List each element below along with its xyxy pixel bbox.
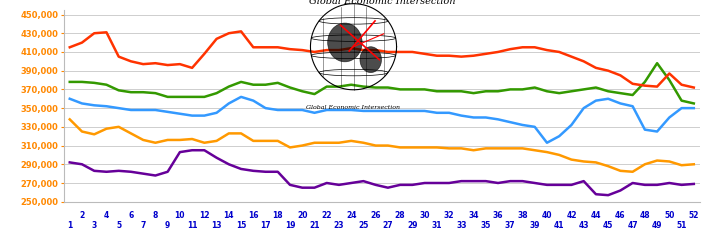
Text: 26: 26 [370,212,381,220]
Text: 10: 10 [175,212,185,220]
Text: 37: 37 [505,221,515,230]
Text: 39: 39 [530,221,540,230]
Text: 49: 49 [652,221,662,230]
Text: 29: 29 [407,221,418,230]
Text: 18: 18 [272,212,283,220]
Text: 33: 33 [456,221,467,230]
Text: Global Economic Intersection: Global Economic Intersection [307,105,400,110]
Text: 32: 32 [444,212,455,220]
Text: 4: 4 [104,212,109,220]
Text: 17: 17 [260,221,271,230]
Text: 51: 51 [677,221,686,230]
Text: 1: 1 [67,221,72,230]
Text: 19: 19 [285,221,296,230]
Text: 21: 21 [309,221,320,230]
Text: 28: 28 [395,212,405,220]
Text: 36: 36 [493,212,503,220]
Text: 3: 3 [92,221,97,230]
Text: Global Economic Intersection: Global Economic Intersection [308,0,455,6]
Text: 44: 44 [590,212,601,220]
Text: 15: 15 [236,221,246,230]
Text: 45: 45 [603,221,614,230]
Text: 40: 40 [542,212,552,220]
Text: 27: 27 [382,221,393,230]
Ellipse shape [360,47,382,73]
Text: 24: 24 [346,212,356,220]
Text: 35: 35 [481,221,491,230]
Text: 31: 31 [431,221,442,230]
Text: 20: 20 [297,212,308,220]
Text: 43: 43 [578,221,589,230]
Text: 42: 42 [566,212,577,220]
Text: 52: 52 [689,212,699,220]
Text: 16: 16 [248,212,259,220]
Text: 9: 9 [165,221,170,230]
Text: 5: 5 [116,221,122,230]
Text: 13: 13 [211,221,222,230]
Text: 12: 12 [199,212,209,220]
Ellipse shape [327,23,362,62]
Text: 34: 34 [468,212,479,220]
Text: 48: 48 [640,212,650,220]
Text: 11: 11 [187,221,197,230]
Text: 47: 47 [627,221,638,230]
Text: 25: 25 [358,221,368,230]
Text: 7: 7 [141,221,146,230]
Text: 22: 22 [322,212,332,220]
Text: 8: 8 [153,212,158,220]
Text: 6: 6 [128,212,134,220]
Text: 2: 2 [79,212,85,220]
Text: 38: 38 [518,212,528,220]
Text: 30: 30 [419,212,430,220]
Text: 23: 23 [334,221,344,230]
Text: 41: 41 [554,221,564,230]
Text: 50: 50 [664,212,674,220]
Text: 14: 14 [223,212,234,220]
Text: 46: 46 [615,212,626,220]
